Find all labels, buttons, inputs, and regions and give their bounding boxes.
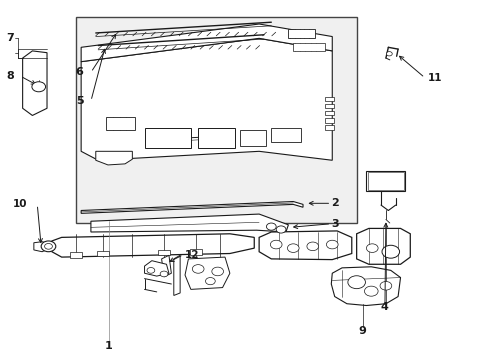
Polygon shape [81, 202, 303, 213]
Circle shape [266, 223, 276, 230]
Circle shape [205, 278, 215, 285]
Circle shape [211, 267, 223, 276]
Circle shape [276, 226, 285, 233]
Polygon shape [22, 51, 47, 116]
Text: 11: 11 [427, 73, 441, 83]
Bar [325, 118, 333, 123]
Bar [288, 30, 315, 39]
Circle shape [381, 245, 399, 258]
Polygon shape [184, 257, 229, 289]
Text: 2: 2 [330, 198, 338, 208]
Bar [325, 104, 333, 108]
Bar [189, 249, 201, 255]
Polygon shape [81, 39, 331, 160]
Bar [367, 172, 403, 190]
Circle shape [192, 265, 203, 273]
Bar [325, 126, 333, 130]
Circle shape [366, 244, 377, 252]
Polygon shape [161, 255, 171, 277]
Polygon shape [96, 151, 132, 165]
Circle shape [160, 271, 167, 277]
Circle shape [306, 242, 318, 251]
Circle shape [326, 240, 337, 249]
Circle shape [41, 241, 56, 252]
Polygon shape [173, 255, 180, 296]
Bar [239, 130, 266, 146]
Circle shape [270, 240, 282, 249]
Text: 9: 9 [358, 326, 366, 336]
Bar [293, 43, 325, 51]
Text: 3: 3 [330, 219, 338, 229]
Bar [325, 97, 333, 101]
Circle shape [44, 243, 52, 249]
Circle shape [32, 82, 45, 92]
Polygon shape [81, 24, 331, 62]
Bar [366, 171, 405, 191]
Text: 12: 12 [184, 249, 199, 260]
Bar [70, 252, 82, 258]
Text: 8: 8 [6, 71, 14, 81]
Bar [76, 17, 356, 223]
Polygon shape [52, 234, 254, 257]
Bar [198, 128, 234, 148]
Polygon shape [34, 242, 48, 252]
Polygon shape [330, 267, 400, 306]
Bar [105, 117, 135, 130]
Circle shape [347, 276, 365, 289]
Bar [271, 128, 300, 142]
Polygon shape [259, 231, 351, 260]
Circle shape [147, 267, 155, 273]
Polygon shape [91, 214, 288, 232]
Circle shape [379, 282, 391, 290]
Text: 6: 6 [76, 67, 83, 77]
Bar [97, 251, 109, 256]
Text: 10: 10 [13, 199, 27, 210]
Polygon shape [144, 261, 168, 276]
Bar [144, 128, 190, 148]
Polygon shape [356, 228, 409, 264]
Circle shape [364, 286, 377, 296]
Bar [325, 111, 333, 116]
Text: 1: 1 [105, 341, 113, 351]
Text: 4: 4 [380, 302, 388, 312]
Text: 7: 7 [6, 33, 14, 43]
Text: 5: 5 [76, 96, 83, 106]
Circle shape [287, 244, 299, 252]
Bar [158, 249, 169, 255]
Circle shape [386, 51, 391, 56]
